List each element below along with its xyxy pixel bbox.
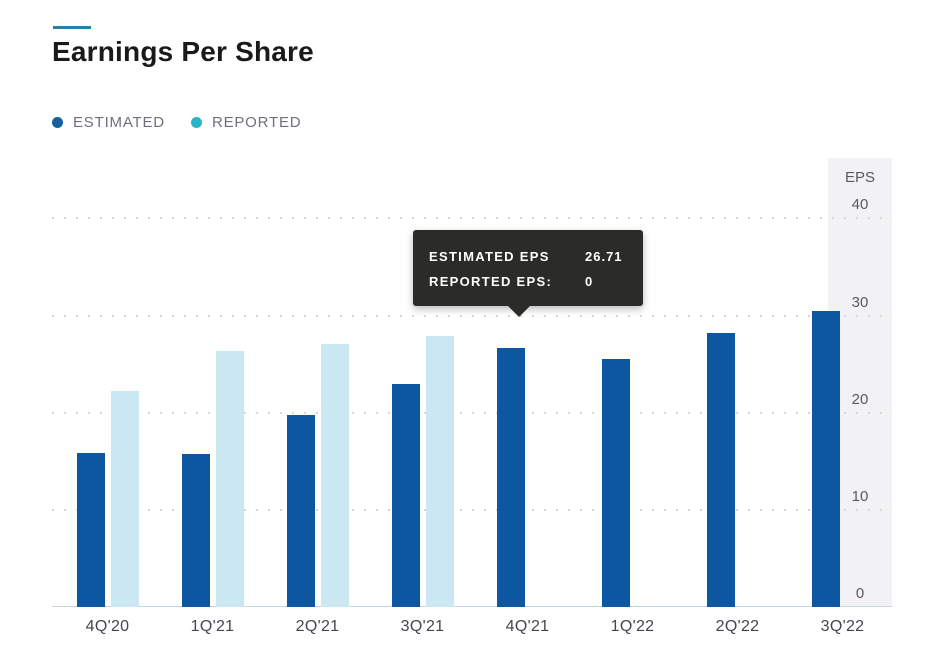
x-axis-category-label: 3Q'22 [820,618,865,635]
x-axis-category-label: 4Q'21 [505,618,550,635]
tooltip-estimated-value: 26.71 [585,249,623,264]
estimated-bar-3Q21[interactable] [391,383,420,607]
estimated-bar-1Q22[interactable] [601,359,630,607]
y-axis-tick-label: 30 [851,293,869,311]
tooltip-pointer-icon [507,305,531,317]
x-axis-baseline [52,606,892,607]
estimated-bar-1Q21[interactable] [181,453,210,607]
legend-item-estimated[interactable]: ESTIMATED [52,114,165,131]
tooltip-estimated-label: ESTIMATED EPS [429,249,550,264]
y-axis-tick-label: 0 [855,585,865,602]
chart-legend: ESTIMATED REPORTED [52,114,301,131]
chart-tooltip: ESTIMATED EPS 26.71 REPORTED EPS: 0 [413,230,643,317]
y-axis-tick-label: 40 [851,196,869,214]
estimated-bar-4Q21[interactable] [496,347,525,607]
reported-bar-1Q21[interactable] [215,351,244,607]
legend-item-reported[interactable]: REPORTED [190,114,302,131]
estimated-bar-2Q22[interactable] [706,333,735,607]
reported-bar-3Q21[interactable] [425,335,454,607]
reported-legend-label: REPORTED [211,114,302,131]
x-axis-category-label: 1Q'22 [610,618,655,635]
x-axis-category-label: 2Q'22 [715,618,760,635]
estimated-bar-3Q22[interactable] [811,310,840,607]
x-axis-category-label: 1Q'21 [190,618,235,635]
reported-bar-2Q21[interactable] [320,343,349,607]
estimated-legend-dot-icon [52,117,63,128]
gridline-y10 [52,508,892,511]
tooltip-estimated-row: ESTIMATED EPS 26.71 [429,244,627,269]
estimated-legend-label: ESTIMATED [73,114,165,131]
y-axis-tick-label: 10 [851,487,869,505]
gridline-y20 [52,411,892,414]
x-axis-category-label: 2Q'21 [295,618,340,635]
x-axis-category-label: 3Q'21 [400,618,445,635]
gridline-y30 [52,314,892,317]
estimated-bar-4Q20[interactable] [76,452,105,607]
tooltip-reported-row: REPORTED EPS: 0 [429,269,627,294]
x-axis-category-label: 4Q'20 [85,618,130,635]
reported-bar-4Q20[interactable] [110,391,139,607]
title-accent-dash [53,26,91,29]
reported-legend-dot-icon [190,117,202,128]
y-axis-title: EPS [844,169,875,186]
page-title: Earnings Per Share [52,36,314,67]
tooltip-reported-label: REPORTED EPS: [429,274,553,289]
estimated-bar-2Q21[interactable] [286,414,315,607]
tooltip-reported-value: 0 [585,274,594,289]
y-axis-tick-label: 20 [851,390,869,408]
gridline-y40 [52,217,892,220]
